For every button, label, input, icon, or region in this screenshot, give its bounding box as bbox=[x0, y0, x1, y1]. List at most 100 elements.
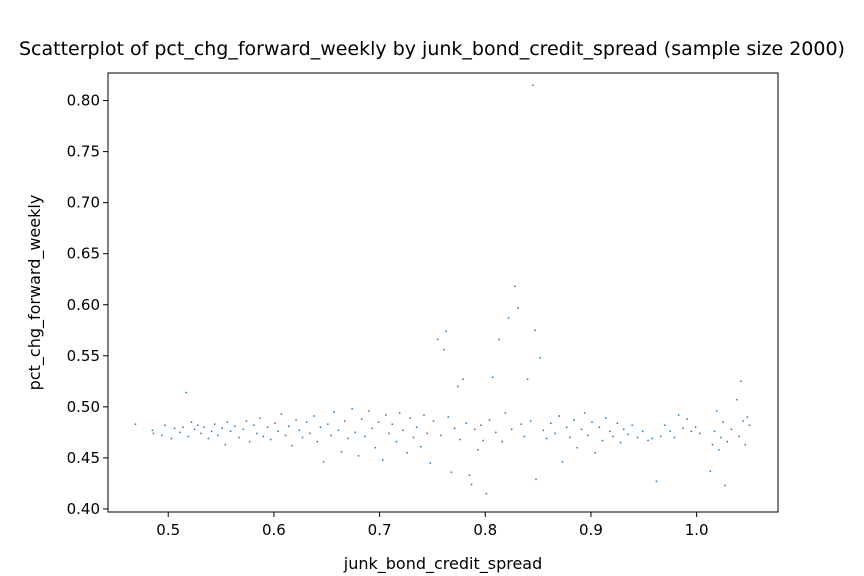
data-point bbox=[179, 431, 181, 434]
data-point bbox=[514, 285, 516, 288]
data-point bbox=[565, 426, 568, 429]
data-point bbox=[185, 391, 187, 394]
data-point bbox=[477, 448, 479, 451]
y-tick-label: 0.80 bbox=[67, 92, 100, 110]
data-point bbox=[715, 410, 718, 412]
x-tick-label: 0.6 bbox=[262, 521, 286, 539]
data-point bbox=[134, 423, 137, 425]
data-point bbox=[190, 421, 193, 423]
y-tick-label: 0.70 bbox=[67, 194, 100, 212]
data-point bbox=[583, 412, 586, 414]
x-tick-label: 0.9 bbox=[579, 521, 603, 539]
data-point bbox=[619, 441, 622, 444]
data-point bbox=[529, 420, 532, 422]
data-point bbox=[558, 415, 560, 417]
data-point bbox=[182, 426, 184, 429]
data-point bbox=[457, 385, 459, 388]
data-point bbox=[152, 432, 155, 435]
data-points bbox=[134, 84, 751, 495]
data-point bbox=[398, 412, 401, 414]
data-point bbox=[364, 435, 366, 438]
data-point bbox=[713, 430, 716, 433]
data-point bbox=[280, 413, 283, 415]
data-point bbox=[542, 429, 545, 432]
data-point bbox=[730, 428, 733, 431]
data-point bbox=[655, 480, 658, 483]
plot-frame bbox=[107, 72, 779, 513]
data-point bbox=[535, 478, 537, 481]
data-point bbox=[440, 434, 442, 437]
data-point bbox=[445, 330, 447, 333]
y-tick-label: 0.75 bbox=[67, 143, 100, 161]
data-point bbox=[229, 430, 232, 433]
x-axis-label: junk_bond_credit_spread bbox=[343, 554, 543, 574]
data-point bbox=[742, 420, 744, 422]
data-point bbox=[274, 422, 276, 424]
data-point bbox=[450, 471, 453, 473]
y-axis-label: pct_chg_forward_weekly bbox=[25, 195, 45, 391]
data-point bbox=[488, 419, 491, 421]
data-point bbox=[526, 378, 529, 381]
data-point bbox=[382, 459, 384, 461]
data-point bbox=[203, 426, 205, 429]
data-point bbox=[573, 419, 575, 421]
data-point bbox=[210, 430, 213, 433]
data-point bbox=[453, 427, 456, 430]
data-point bbox=[287, 425, 290, 427]
y-tick-label: 0.55 bbox=[67, 347, 100, 365]
data-point bbox=[504, 412, 507, 414]
data-point bbox=[669, 430, 671, 433]
data-point bbox=[609, 430, 611, 433]
data-point bbox=[409, 417, 411, 419]
data-point bbox=[580, 428, 583, 431]
data-point bbox=[677, 414, 680, 416]
data-point bbox=[510, 428, 513, 431]
data-point bbox=[498, 338, 500, 341]
data-point bbox=[226, 421, 229, 423]
data-point bbox=[309, 432, 311, 435]
data-point bbox=[371, 427, 373, 430]
data-point bbox=[699, 432, 701, 435]
data-point bbox=[330, 434, 332, 437]
chart-title: Scatterplot of pct_chg_forward_weekly by… bbox=[19, 38, 845, 60]
data-point bbox=[443, 348, 445, 351]
data-point bbox=[576, 446, 578, 449]
data-point bbox=[641, 430, 644, 433]
data-point bbox=[470, 483, 473, 486]
data-point bbox=[337, 429, 340, 432]
data-point bbox=[277, 430, 279, 433]
data-point bbox=[391, 423, 394, 425]
data-point bbox=[720, 436, 722, 439]
data-point bbox=[213, 423, 216, 425]
data-point bbox=[357, 455, 360, 457]
data-point bbox=[447, 416, 450, 418]
data-point bbox=[550, 422, 552, 424]
data-point bbox=[436, 338, 439, 341]
data-point bbox=[193, 428, 196, 431]
data-point bbox=[412, 436, 415, 439]
data-point bbox=[368, 410, 370, 412]
data-point bbox=[164, 424, 166, 426]
data-point bbox=[253, 424, 255, 426]
data-point bbox=[351, 408, 353, 410]
data-point bbox=[298, 429, 301, 432]
data-point bbox=[374, 446, 377, 449]
x-tick-label: 0.7 bbox=[368, 521, 392, 539]
data-point bbox=[395, 440, 398, 443]
data-point bbox=[426, 432, 428, 435]
data-point bbox=[377, 421, 380, 423]
data-point bbox=[333, 411, 335, 413]
data-point bbox=[598, 426, 601, 429]
data-point bbox=[262, 435, 265, 438]
y-tick-label: 0.60 bbox=[67, 296, 100, 314]
data-point bbox=[248, 440, 251, 443]
data-point bbox=[709, 470, 712, 472]
data-point bbox=[291, 444, 293, 447]
x-tick-label: 0.8 bbox=[473, 521, 497, 539]
data-point bbox=[485, 492, 488, 495]
data-point bbox=[520, 423, 522, 425]
data-point bbox=[322, 461, 325, 463]
data-point bbox=[561, 461, 564, 463]
data-point bbox=[313, 415, 315, 417]
